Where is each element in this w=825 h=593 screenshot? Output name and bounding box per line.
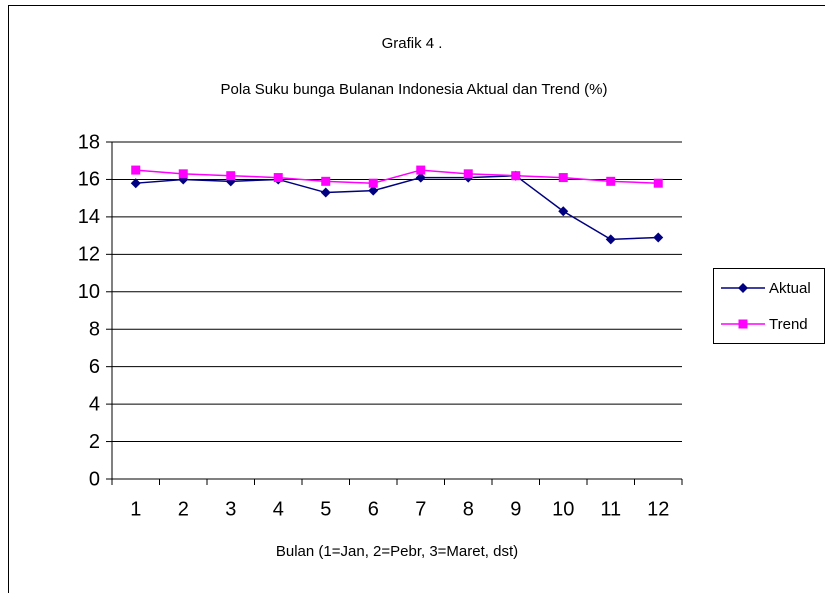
data-point — [511, 171, 521, 181]
x-tick-label: 8 — [463, 498, 474, 520]
y-tick-label: 18 — [78, 131, 100, 153]
legend-label: Trend — [769, 316, 808, 333]
data-point — [653, 178, 663, 188]
data-point — [226, 171, 236, 181]
x-axis-label: Bulan (1=Jan, 2=Pebr, 3=Maret, dst) — [276, 543, 518, 560]
legend-marker — [738, 283, 748, 293]
data-point — [131, 165, 141, 175]
y-tick-label: 0 — [89, 468, 100, 490]
series-line — [135, 174, 659, 241]
y-tick-label: 12 — [78, 244, 100, 266]
legend-label: Aktual — [769, 280, 811, 297]
y-tick-label: 8 — [89, 319, 100, 341]
data-point — [320, 187, 331, 198]
data-point — [178, 169, 188, 179]
data-point — [321, 176, 331, 186]
x-tick-label: 10 — [552, 498, 574, 520]
x-tick-label: 3 — [225, 498, 236, 520]
x-tick-label: 2 — [178, 498, 189, 520]
y-tick-label: 10 — [78, 281, 100, 303]
data-point — [416, 165, 426, 175]
x-tick-label: 12 — [647, 498, 669, 520]
chart-title: Grafik 4 . — [382, 35, 443, 52]
x-tick-label: 1 — [130, 498, 141, 520]
chart-subtitle: Pola Suku bunga Bulanan Indonesia Aktual… — [221, 81, 608, 98]
data-point — [653, 232, 664, 243]
data-point — [415, 172, 426, 183]
chart-frame — [8, 5, 825, 593]
x-tick-label: 11 — [600, 498, 621, 520]
y-tick-label: 4 — [89, 393, 100, 415]
x-tick-label: 7 — [415, 498, 426, 520]
data-point — [368, 178, 378, 188]
data-point — [606, 176, 616, 186]
y-tick-label: 16 — [78, 169, 100, 191]
y-tick-label: 6 — [89, 356, 100, 378]
x-tick-label: 6 — [368, 498, 379, 520]
x-tick-label: 4 — [273, 498, 284, 520]
x-tick-label: 5 — [320, 498, 331, 520]
series-line — [135, 169, 659, 184]
data-point — [463, 169, 473, 179]
y-tick-label: 2 — [89, 431, 100, 453]
data-point — [605, 234, 616, 245]
legend-box — [713, 268, 825, 344]
data-point — [558, 206, 569, 217]
data-point — [273, 173, 283, 183]
y-tick-label: 14 — [78, 206, 100, 228]
data-point — [130, 178, 141, 189]
data-point — [558, 173, 568, 183]
x-tick-label: 9 — [510, 498, 521, 520]
data-point — [368, 185, 379, 196]
legend-marker — [738, 319, 748, 329]
